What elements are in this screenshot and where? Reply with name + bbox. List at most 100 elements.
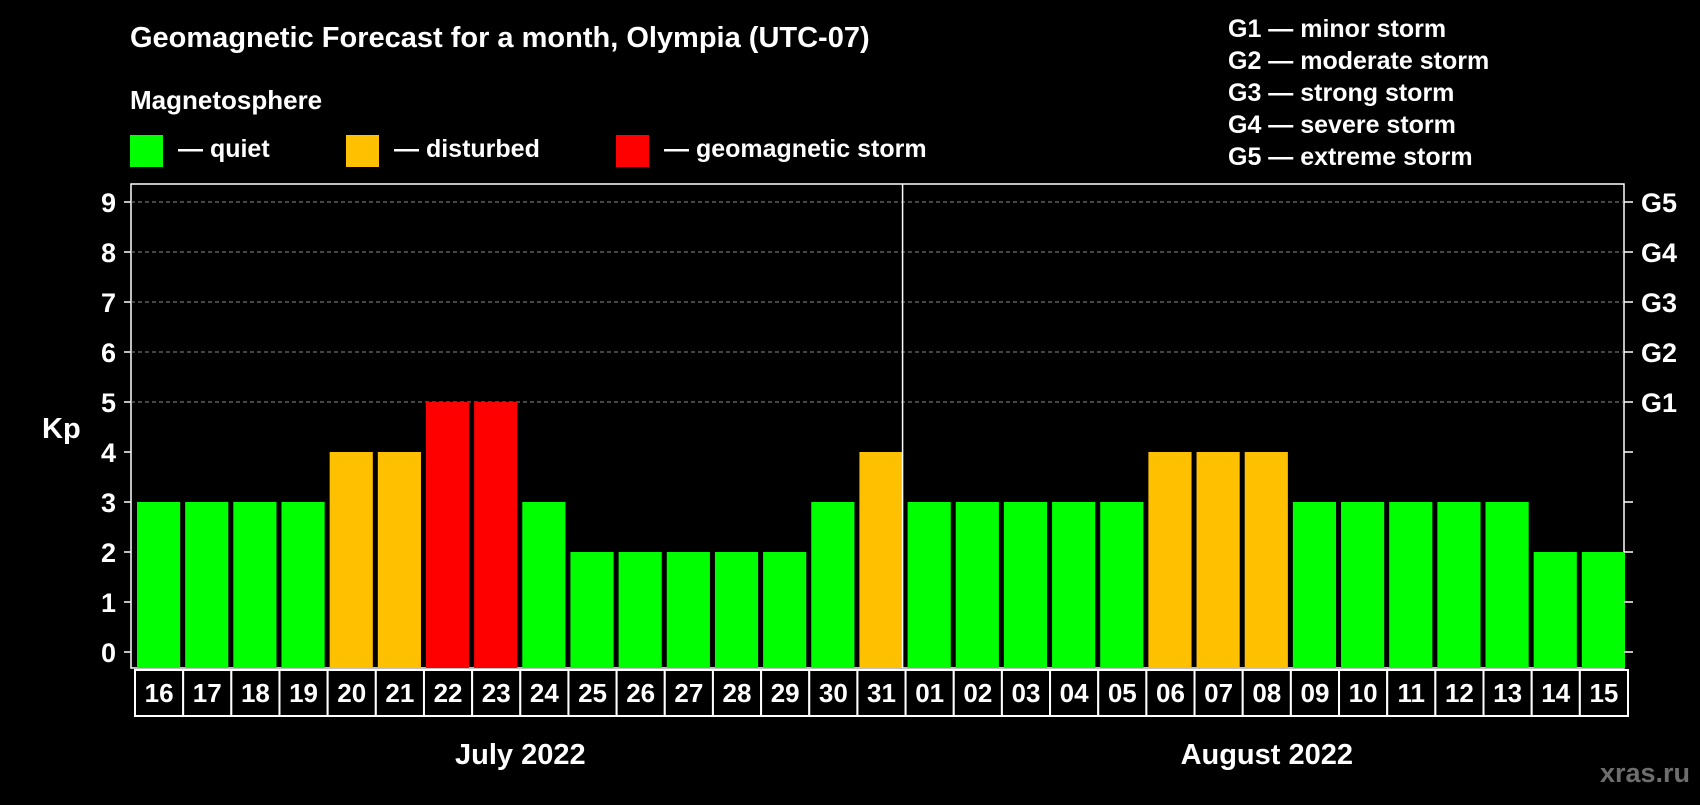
legend-label-storm: — geomagnetic storm: [664, 135, 927, 163]
date-label: 29: [771, 678, 800, 708]
y-tick-label: 7: [101, 288, 116, 318]
kp-bar: [859, 452, 903, 668]
date-label: 08: [1252, 678, 1281, 708]
date-box: [1578, 669, 1630, 717]
kp-bar: [763, 552, 807, 668]
y-tick-label: 1: [101, 588, 116, 618]
g-scale-label: G2: [1641, 338, 1677, 368]
kp-bar: [522, 502, 566, 668]
storm-legend-g4: G4 — severe storm: [1228, 111, 1456, 139]
kp-bar: [1437, 502, 1481, 668]
date-box: [760, 669, 811, 717]
date-label: 22: [434, 678, 463, 708]
storm-legend-g1: G1 — minor storm: [1228, 15, 1446, 43]
g-scale-label: G1: [1641, 388, 1677, 418]
month-label: August 2022: [1181, 739, 1353, 771]
date-label: 15: [1589, 678, 1618, 708]
y-tick-label: 2: [101, 538, 116, 568]
date-label: 06: [1156, 678, 1185, 708]
kp-bar: [1341, 502, 1385, 668]
legend-swatch-storm: [616, 135, 649, 167]
legend-swatch-quiet: [130, 135, 163, 167]
date-box: [808, 669, 859, 717]
kp-bar: [425, 402, 470, 668]
date-label: 05: [1108, 678, 1137, 708]
y-tick-label: 3: [101, 488, 116, 518]
date-label: 20: [337, 678, 366, 708]
kp-bar: [811, 502, 855, 668]
date-box: [904, 669, 955, 717]
kp-bar: [714, 552, 759, 668]
date-label: 27: [674, 678, 703, 708]
kp-bar: [1148, 452, 1192, 668]
date-box: [1193, 669, 1244, 717]
legend-swatch-disturbed: [346, 135, 379, 167]
kp-bar: [1485, 502, 1529, 668]
date-box: [663, 669, 714, 717]
date-label: 26: [626, 678, 655, 708]
date-label: 14: [1541, 678, 1570, 708]
date-box: [1482, 669, 1533, 717]
g-scale-label: G4: [1641, 238, 1677, 268]
date-box: [1530, 669, 1581, 717]
date-label: 03: [1012, 678, 1041, 708]
kp-bar: [185, 502, 229, 668]
g-scale-label: G5: [1641, 188, 1677, 218]
kp-bar: [1003, 502, 1048, 668]
kp-bar: [1244, 452, 1288, 668]
kp-bar: [1389, 502, 1433, 668]
date-box: [567, 669, 618, 717]
date-box: [230, 669, 281, 717]
legend-label-quiet: — quiet: [178, 135, 270, 163]
date-box: [1434, 669, 1485, 717]
kp-bar: [666, 552, 710, 668]
date-label: 01: [915, 678, 944, 708]
g-scale-label: G3: [1641, 288, 1677, 318]
y-axis-label: Kp: [42, 413, 81, 445]
kp-bar: [955, 502, 999, 668]
y-tick-label: 6: [101, 338, 116, 368]
storm-legend-g5: G5 — extreme storm: [1228, 143, 1473, 171]
kp-bar: [1581, 552, 1625, 668]
chart-title: Geomagnetic Forecast for a month, Olympi…: [130, 22, 870, 54]
date-box: [1145, 669, 1196, 717]
date-label: 18: [241, 678, 270, 708]
kp-bar: [233, 502, 277, 668]
kp-bar: [281, 502, 325, 668]
date-box: [711, 669, 763, 717]
kp-bar: [329, 452, 373, 668]
storm-legend-g3: G3 — strong storm: [1228, 79, 1454, 107]
watermark: xras.ru: [1600, 758, 1690, 788]
date-box: [1241, 669, 1292, 717]
date-box: [519, 669, 570, 717]
date-label: 25: [578, 678, 607, 708]
kp-bar: [1100, 502, 1144, 668]
month-label: July 2022: [455, 739, 586, 771]
date-label: 12: [1445, 678, 1474, 708]
y-tick-label: 0: [101, 638, 116, 668]
date-box: [471, 669, 522, 717]
date-box: [1338, 669, 1389, 717]
date-label: 02: [963, 678, 992, 708]
y-tick-label: 4: [101, 438, 116, 468]
kp-bar: [1052, 502, 1096, 668]
date-label: 30: [819, 678, 848, 708]
kp-bar: [1292, 502, 1337, 668]
storm-legend-g2: G2 — moderate storm: [1228, 47, 1489, 75]
date-box: [326, 669, 377, 717]
date-label: 11: [1398, 678, 1426, 708]
date-label: 24: [530, 678, 559, 708]
date-label: 23: [482, 678, 511, 708]
date-label: 13: [1493, 678, 1522, 708]
date-label: 21: [385, 678, 414, 708]
date-box: [1049, 669, 1100, 717]
kp-bar: [137, 502, 181, 668]
date-label: 09: [1300, 678, 1329, 708]
kp-bar: [377, 452, 421, 668]
y-tick-label: 8: [101, 238, 116, 268]
kp-bar: [474, 402, 518, 668]
kp-bar: [907, 502, 951, 668]
date-label: 17: [193, 678, 222, 708]
kp-bar: [1196, 452, 1240, 668]
